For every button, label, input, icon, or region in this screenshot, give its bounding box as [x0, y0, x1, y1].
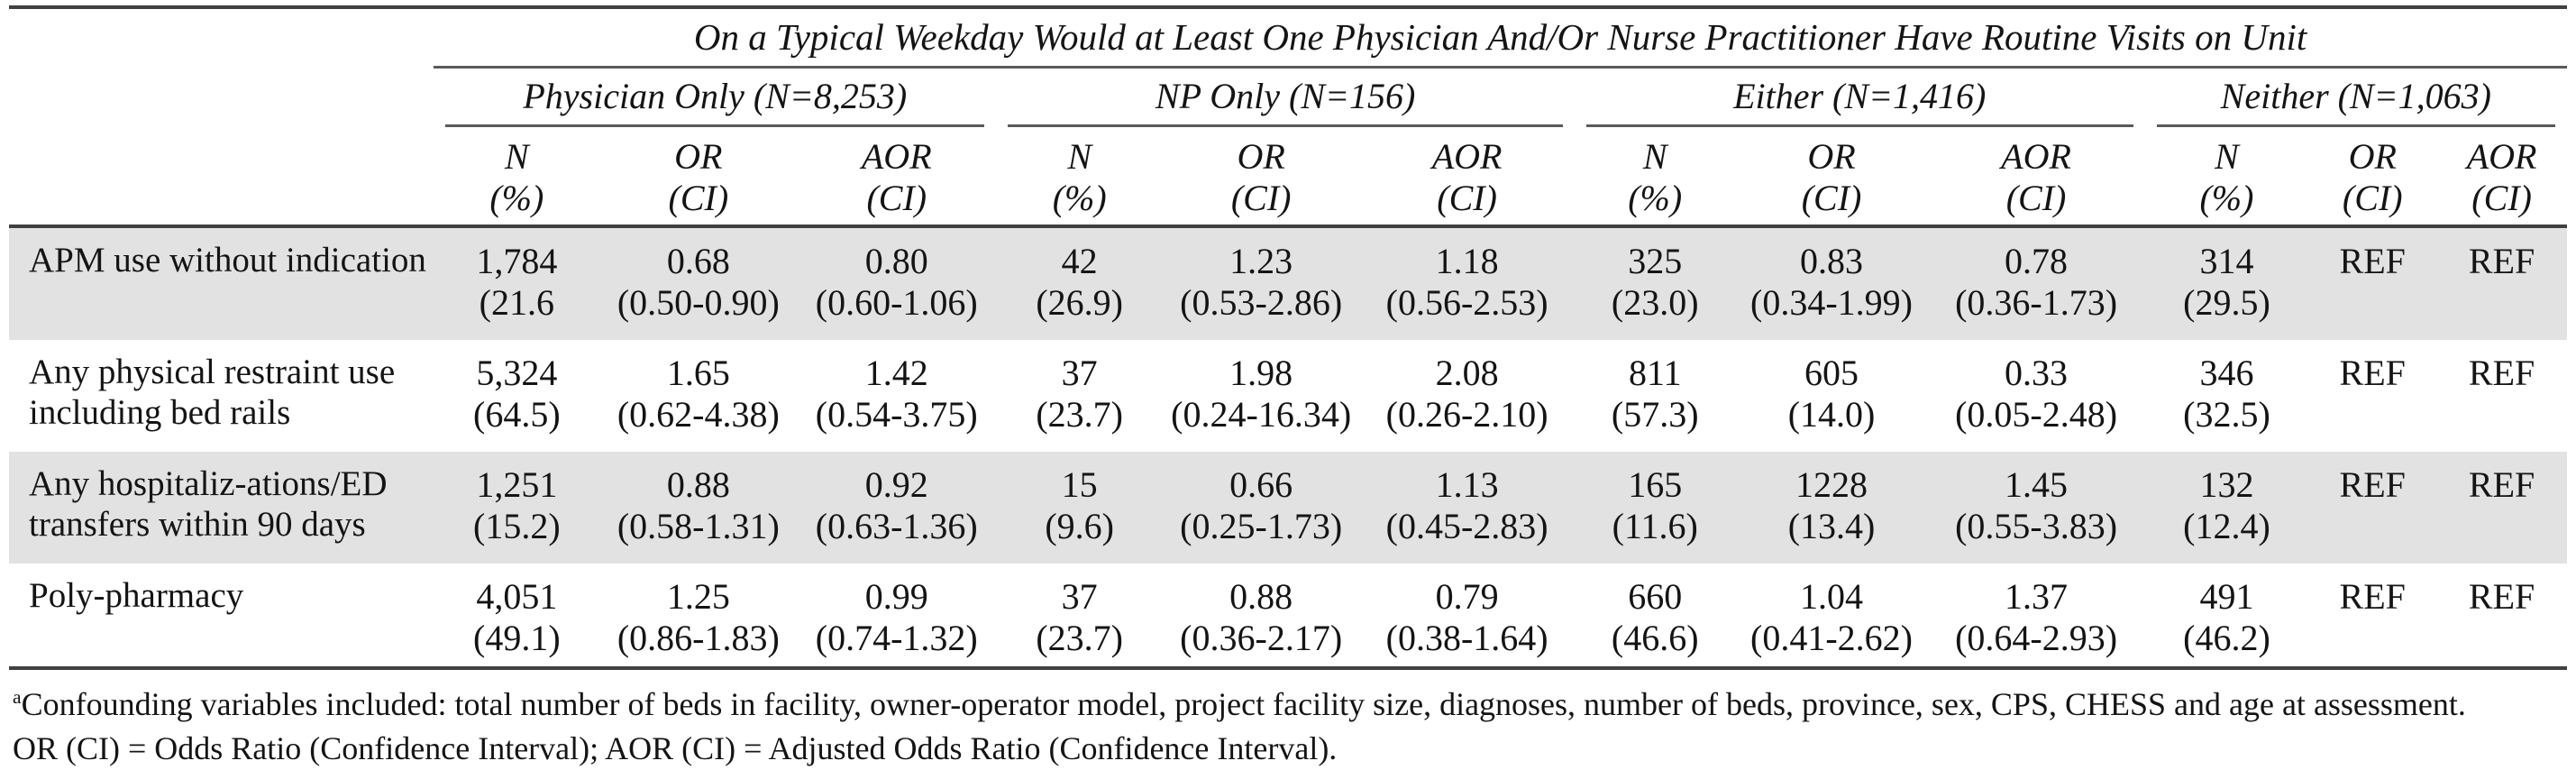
row-label: APM use without indication	[29, 241, 426, 280]
data-cell: 1.37 (0.64-2.93)	[1955, 576, 2118, 659]
data-cell: 0.99 (0.74-1.32)	[815, 576, 978, 659]
col-header-aor-group0: AOR (CI)	[797, 127, 997, 229]
column-header-blank	[9, 127, 434, 229]
col-header-or-group0: OR (CI)	[599, 127, 798, 229]
data-cell: 37 (23.7)	[1036, 576, 1123, 659]
group-header-blank	[9, 68, 434, 128]
data-cell: REF	[2468, 576, 2535, 618]
group-header-neither: Neither (N=1,063)	[2145, 68, 2567, 128]
data-cell: REF	[2339, 576, 2406, 618]
spanning-header: On a Typical Weekday Would at Least One …	[434, 7, 2567, 69]
footnote-superscript: a	[13, 686, 22, 709]
group-header-row: Physician Only (N=8,253) NP Only (N=156)…	[9, 68, 2567, 128]
data-cell: 5,324 (64.5)	[473, 353, 561, 435]
data-cell: REF	[2339, 464, 2406, 506]
spanning-header-row: On a Typical Weekday Would at Least One …	[9, 7, 2567, 69]
spanning-header-blank	[9, 7, 434, 68]
data-cell: 811 (57.3)	[1611, 353, 1699, 435]
group-header-either: Either (N=1,416)	[1575, 68, 2145, 128]
table-row: Any physical restraint use including bed …	[9, 340, 2567, 452]
data-cell: REF	[2339, 353, 2406, 394]
data-cell: 1.98 (0.24-16.34)	[1171, 353, 1352, 435]
data-cell: 1.25 (0.86-1.83)	[617, 576, 780, 659]
data-cell: REF	[2468, 241, 2535, 282]
group-header-label: Physician Only (N=8,253)	[445, 76, 985, 128]
col-header-aor-group1: AOR (CI)	[1359, 127, 1575, 229]
col-header-or-group2: OR (CI)	[1735, 127, 1928, 229]
data-cell: 1.45 (0.55-3.83)	[1955, 464, 2118, 547]
footnote-confounding-variables: aConfounding variables included: total n…	[13, 683, 2567, 727]
row-label: Any hospitaliz-ations/ED transfers within…	[29, 464, 388, 544]
group-header-physician-only: Physician Only (N=8,253)	[434, 68, 996, 128]
data-cell: REF	[2339, 241, 2406, 282]
data-cell: 660 (46.6)	[1611, 576, 1699, 659]
data-cell: 42 (26.9)	[1036, 241, 1123, 324]
col-header-or-group1: OR (CI)	[1162, 127, 1360, 229]
table-row: Any hospitaliz-ations/ED transfers within…	[9, 452, 2567, 564]
footnote-text: Confounding variables included: total nu…	[21, 686, 2466, 723]
data-cell: 1,251 (15.2)	[473, 464, 561, 547]
table-header: On a Typical Weekday Would at Least One …	[9, 7, 2567, 229]
row-label: Any physical restraint use including bed …	[29, 353, 396, 432]
data-cell: 0.88 (0.58-1.31)	[617, 464, 780, 547]
footnote-abbreviations: OR (CI) = Odds Ratio (Confidence Interva…	[13, 727, 2567, 770]
data-cell: 0.33 (0.05-2.48)	[1955, 353, 2118, 435]
data-cell: 0.79 (0.38-1.64)	[1385, 576, 1548, 659]
col-header-or-group3: OR (CI)	[2308, 127, 2437, 229]
data-cell: 37 (23.7)	[1036, 353, 1123, 435]
group-header-label: NP Only (N=156)	[1008, 76, 1563, 128]
data-cell: 132 (12.4)	[2183, 464, 2270, 547]
data-cell: 0.66 (0.25-1.73)	[1180, 464, 1343, 547]
footnote-text: OR (CI) = Odds Ratio (Confidence Interva…	[13, 729, 1338, 766]
data-cell: 0.68 (0.50-0.90)	[617, 241, 780, 324]
group-header-np-only: NP Only (N=156)	[996, 68, 1574, 128]
data-cell: 15 (9.6)	[1045, 464, 1114, 547]
data-cell: 491 (46.2)	[2183, 576, 2270, 659]
col-header-aor-group2: AOR (CI)	[1927, 127, 2145, 229]
table-row: Poly-pharmacy 4,051 (49.1) 1.25 (0.86-1.83) 0…	[9, 564, 2567, 668]
data-cell: 0.88 (0.36-2.17)	[1180, 576, 1343, 659]
data-cell: 1.23 (0.53-2.86)	[1180, 241, 1343, 324]
data-cell: 4,051 (49.1)	[473, 576, 561, 659]
data-cell: 165 (11.6)	[1612, 464, 1698, 547]
data-cell: 0.78 (0.36-1.73)	[1955, 241, 2118, 324]
data-cell: REF	[2468, 464, 2535, 506]
col-header-aor-group3: AOR (CI)	[2436, 127, 2567, 229]
data-cell: 1.42 (0.54-3.75)	[815, 353, 978, 435]
row-label: Poly-pharmacy	[29, 576, 244, 616]
data-cell: 1.13 (0.45-2.83)	[1385, 464, 1548, 547]
data-cell: 1.04 (0.41-2.62)	[1750, 576, 1913, 659]
table-body: APM use without indication 1,784 (21.6 0.68…	[9, 226, 2567, 668]
col-header-n-group0: N (%)	[434, 127, 600, 229]
col-header-n-group1: N (%)	[996, 127, 1163, 229]
data-cell: 314 (29.5)	[2183, 241, 2270, 324]
data-cell: REF	[2468, 353, 2535, 394]
data-cell: 346 (32.5)	[2183, 353, 2270, 435]
data-cell: 1,784 (21.6	[476, 241, 558, 324]
data-cell: 1.65 (0.62-4.38)	[617, 353, 780, 435]
data-cell: 325 (23.0)	[1611, 241, 1699, 324]
table-footnotes: aConfounding variables included: total n…	[9, 683, 2567, 770]
data-cell: 1228 (13.4)	[1787, 464, 1876, 547]
data-cell: 0.83 (0.34-1.99)	[1750, 241, 1913, 324]
col-header-n-group2: N (%)	[1574, 127, 1736, 229]
col-header-n-group3: N (%)	[2144, 127, 2309, 229]
data-cell: 0.92 (0.63-1.36)	[815, 464, 978, 547]
group-header-label: Neither (N=1,063)	[2156, 76, 2555, 128]
group-header-label: Either (N=1,416)	[1585, 76, 2133, 128]
column-header-row: N (%) OR (CI) AOR (CI) N (%) OR (CI) AOR (CI) N (%) OR…	[9, 127, 2567, 229]
data-cell: 0.80 (0.60-1.06)	[815, 241, 978, 324]
table-row: APM use without indication 1,784 (21.6 0.68…	[9, 226, 2567, 341]
data-cell: 2.08 (0.26-2.10)	[1385, 353, 1548, 435]
data-cell: 1.18 (0.56-2.53)	[1385, 241, 1548, 324]
data-cell: 605 (14.0)	[1787, 353, 1876, 435]
results-table: On a Typical Weekday Would at Least One …	[9, 5, 2567, 671]
